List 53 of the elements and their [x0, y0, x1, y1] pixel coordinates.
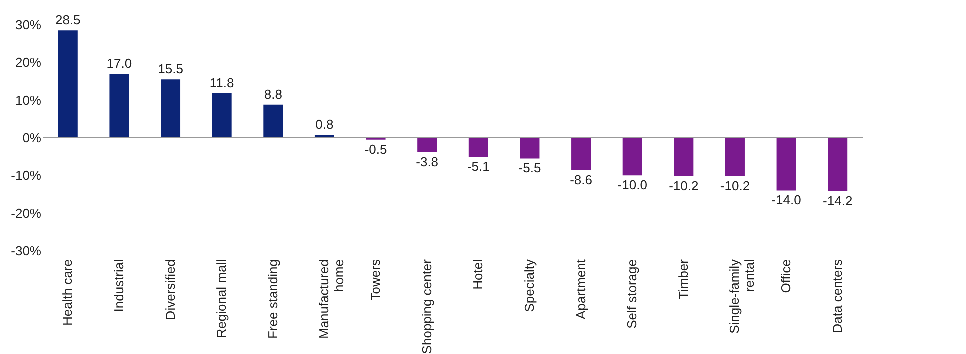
x-tick-label: Self storage: [624, 260, 640, 329]
x-tick-label: Office: [778, 260, 794, 294]
x-tick-label: Shopping center: [419, 258, 434, 354]
bar: [418, 138, 438, 152]
x-tick-label: Free standing: [265, 260, 280, 339]
bar: [58, 30, 78, 138]
bar: [468, 138, 488, 158]
bar: [776, 138, 796, 191]
x-tick-label: Hotel: [470, 259, 486, 290]
y-tick-label: 20%: [15, 55, 42, 70]
bar: [264, 104, 284, 138]
data-label: -10.0: [618, 178, 648, 193]
data-label: -10.2: [669, 178, 699, 194]
data-label: -5.5: [518, 160, 542, 176]
bar: [674, 138, 694, 176]
y-tick-label: 30%: [15, 18, 42, 32]
x-tick-label: Timber: [676, 258, 691, 300]
bar: [725, 138, 745, 176]
bar: [161, 80, 181, 138]
x-tick-label: Towers: [368, 259, 384, 301]
x-tick-label: Manufactured home: [316, 260, 347, 339]
data-label: 28.5: [55, 12, 81, 28]
x-tick-label: Health care: [60, 260, 76, 326]
data-label: -0.5: [364, 142, 388, 157]
x-tick-label: Regional mall: [214, 259, 230, 338]
data-label: -5.1: [467, 159, 490, 174]
y-tick-label: -30%: [11, 244, 42, 258]
x-tick-label: Specialty: [522, 259, 537, 312]
data-label: -10.2: [720, 178, 750, 194]
x-tick-label: Apartment: [573, 259, 588, 320]
data-label: -14.0: [772, 192, 802, 208]
y-tick-label: -20%: [11, 206, 42, 221]
bar: [622, 138, 642, 176]
data-label: -14.2: [823, 193, 853, 208]
bar: [110, 74, 130, 138]
data-label: 8.8: [264, 86, 282, 102]
data-label: 17.0: [106, 56, 132, 71]
y-tick-label: -10%: [11, 168, 42, 184]
data-label: -3.8: [416, 154, 439, 170]
bar: [212, 94, 232, 138]
bar: [828, 138, 848, 192]
y-tick-label: 0%: [22, 130, 42, 146]
x-tick-label: Industrial: [111, 259, 126, 312]
bar: [572, 138, 592, 170]
data-label: 0.8: [316, 116, 334, 132]
data-label: 15.5: [158, 62, 184, 77]
data-label: 11.8: [210, 76, 234, 91]
x-tick-label: Single-family rental: [727, 259, 758, 334]
data-label: -8.6: [570, 172, 592, 188]
x-tick-label: Data centers: [830, 259, 845, 334]
bar: [520, 138, 540, 159]
y-tick-label: 10%: [15, 92, 42, 108]
x-tick-label: Diversified: [162, 260, 178, 320]
